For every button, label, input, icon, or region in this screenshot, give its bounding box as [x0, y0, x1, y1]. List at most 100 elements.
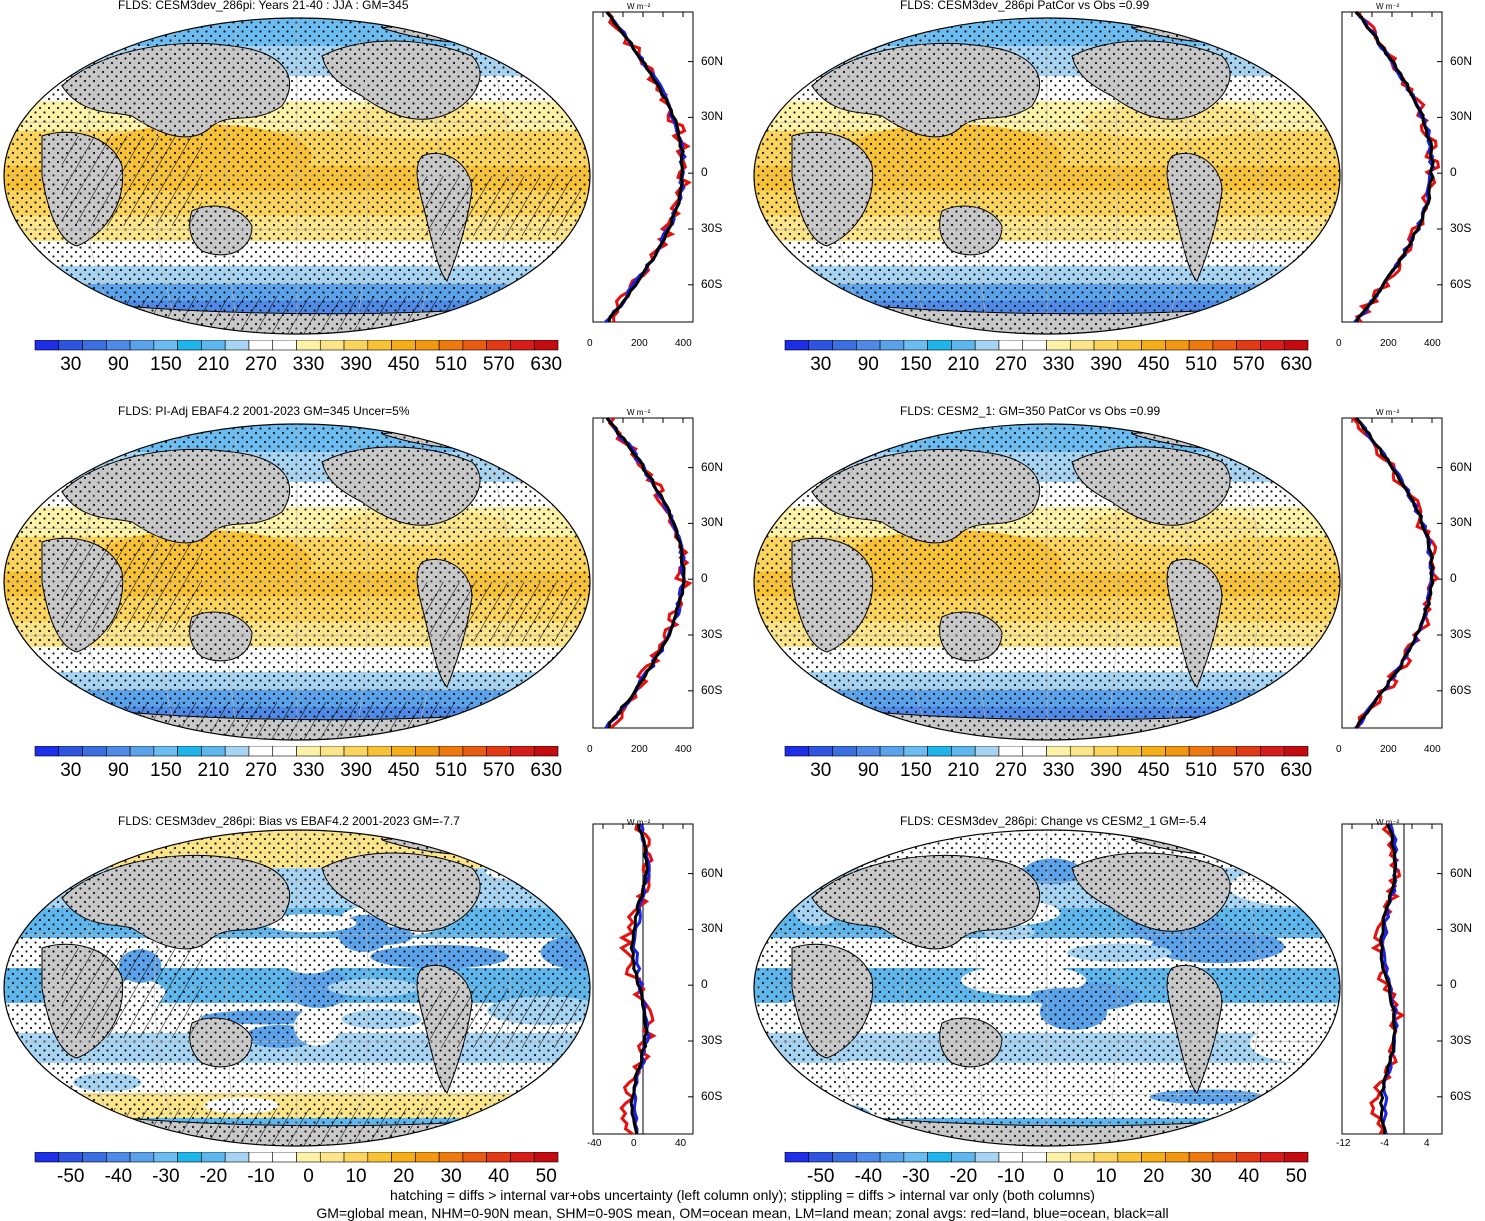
map-fill — [754, 830, 1340, 1146]
latitude-label: 30S — [1450, 1033, 1472, 1047]
colorbar-tick-label: 570 — [1233, 354, 1265, 375]
zonal-line-all — [1378, 823, 1398, 1135]
colorbar-tick-label: 390 — [340, 354, 372, 375]
colorbar-swatch — [82, 1152, 107, 1163]
colorbar-tick-label: 330 — [1043, 760, 1075, 781]
colorbar-swatch — [998, 340, 1024, 351]
colorbar-tick-label: -40 — [105, 1166, 132, 1187]
colorbar-swatch — [319, 1152, 345, 1163]
colorbar-tick-label: 30 — [1191, 1166, 1212, 1187]
map-title: FLDS: CESM2_1: GM=350 PatCor vs Obs =0.9… — [900, 404, 1161, 418]
colorbar-swatch — [510, 746, 535, 757]
zonal-x-tick: 400 — [675, 338, 692, 349]
colorbar-swatch — [974, 340, 1000, 351]
zonal-unit-label: W m⁻² — [1376, 2, 1400, 11]
zonal-line-all — [1354, 416, 1435, 729]
latitude-label: 60N — [1450, 459, 1473, 474]
colorbar-swatch — [129, 1152, 155, 1163]
colorbar-swatch — [903, 746, 928, 757]
colorbar: 30 90 150 210 270 330 390 450 510 570 630 — [34, 746, 562, 781]
colorbar-swatch — [296, 340, 321, 351]
colorbar-swatch — [879, 340, 905, 351]
zonal-unit-label: W m⁻² — [1376, 818, 1400, 827]
colorbar-tick-label: 450 — [388, 760, 420, 781]
world-map — [753, 829, 1341, 1147]
zonal-x-tick: 400 — [1424, 744, 1441, 755]
colorbar-tick-label: 390 — [1090, 354, 1122, 375]
zonal-x-tick: 200 — [631, 338, 648, 349]
colorbar-tick-label: 570 — [1233, 760, 1265, 781]
latitude-label: 30N — [701, 921, 724, 936]
colorbar: 30 90 150 210 270 330 390 450 510 570 630 — [784, 746, 1312, 781]
colorbar-tick-label: 210 — [198, 760, 230, 781]
colorbar-swatch — [438, 1152, 464, 1163]
colorbar-tick-label: 150 — [900, 354, 932, 375]
colorbar-tick-label: 30 — [60, 760, 81, 781]
colorbar-swatch — [974, 746, 1000, 757]
latitude-label: 0 — [1450, 165, 1457, 180]
colorbar-swatch — [34, 1152, 60, 1163]
latitude-label: 60N — [1450, 865, 1473, 880]
colorbar-tick-label: 270 — [245, 354, 277, 375]
latitude-label: 30S — [1450, 627, 1472, 641]
colorbar-swatch — [1141, 746, 1166, 757]
colorbar-swatch — [367, 340, 392, 351]
colorbar-swatch — [832, 340, 857, 351]
latitude-label: 30N — [701, 515, 724, 530]
colorbar-tick-label: 390 — [340, 760, 372, 781]
colorbar-swatch — [129, 340, 155, 351]
colorbar-tick-label: 510 — [435, 760, 467, 781]
colorbar-tick-label: 90 — [858, 354, 879, 375]
colorbar-tick-label: 150 — [150, 760, 182, 781]
zonal-unit-label: W m⁻² — [1376, 408, 1400, 417]
colorbar-swatch — [1046, 746, 1071, 757]
colorbar-swatch — [224, 1152, 250, 1163]
colorbar-tick-label: 630 — [530, 760, 562, 781]
colorbar-swatch — [1093, 340, 1119, 351]
zonal-x-tick: 200 — [1380, 744, 1397, 755]
colorbar-tick-label: 50 — [536, 1166, 557, 1187]
latitude-label: 60S — [1450, 1088, 1472, 1103]
colorbar-swatch — [106, 1152, 131, 1163]
colorbar-swatch — [391, 1152, 416, 1163]
colorbar-swatch — [319, 340, 345, 351]
colorbar-swatch — [106, 340, 131, 351]
colorbar-swatch — [1117, 340, 1142, 351]
colorbar-tick-label: 0 — [1053, 1166, 1064, 1187]
colorbar-swatch — [998, 746, 1024, 757]
zonal-line-all — [605, 11, 685, 323]
colorbar-swatch — [533, 1152, 559, 1163]
colorbar-swatch — [784, 340, 810, 351]
colorbar-swatch — [34, 746, 60, 757]
colorbar-swatch — [1188, 746, 1214, 757]
colorbar-swatch — [462, 340, 487, 351]
colorbar-swatch — [296, 1152, 321, 1163]
colorbar-tick-label: 30 — [810, 354, 831, 375]
colorbar-swatch — [415, 1152, 440, 1163]
latitude-label: 60S — [1450, 276, 1472, 291]
colorbar-swatch — [415, 340, 440, 351]
colorbar-swatch — [153, 746, 178, 757]
colorbar-tick-label: -10 — [997, 1166, 1024, 1187]
colorbar-tick-label: 390 — [1090, 760, 1122, 781]
colorbar-swatch — [927, 1152, 952, 1163]
colorbar-tick-label: 30 — [441, 1166, 462, 1187]
colorbar-swatch — [808, 746, 833, 757]
zonal-x-tick: 4 — [1424, 1138, 1430, 1149]
zonal-x-tick: 0 — [1336, 744, 1342, 755]
colorbar-swatch — [1283, 340, 1309, 351]
colorbar-swatch — [58, 1152, 83, 1163]
colorbar-swatch — [153, 1152, 178, 1163]
colorbar-tick-label: 210 — [948, 354, 980, 375]
world-map — [753, 423, 1341, 741]
colorbar-swatch — [1165, 340, 1190, 351]
colorbar-swatch — [1141, 340, 1166, 351]
colorbar-swatch — [248, 746, 274, 757]
latitude-label: 0 — [1450, 977, 1457, 992]
colorbar-swatch — [82, 746, 107, 757]
colorbar-swatch — [1188, 340, 1214, 351]
colorbar-tick-label: 10 — [1095, 1166, 1116, 1187]
colorbar-swatch — [248, 340, 274, 351]
colorbar-swatch — [1283, 746, 1309, 757]
colorbar-swatch — [832, 1152, 857, 1163]
